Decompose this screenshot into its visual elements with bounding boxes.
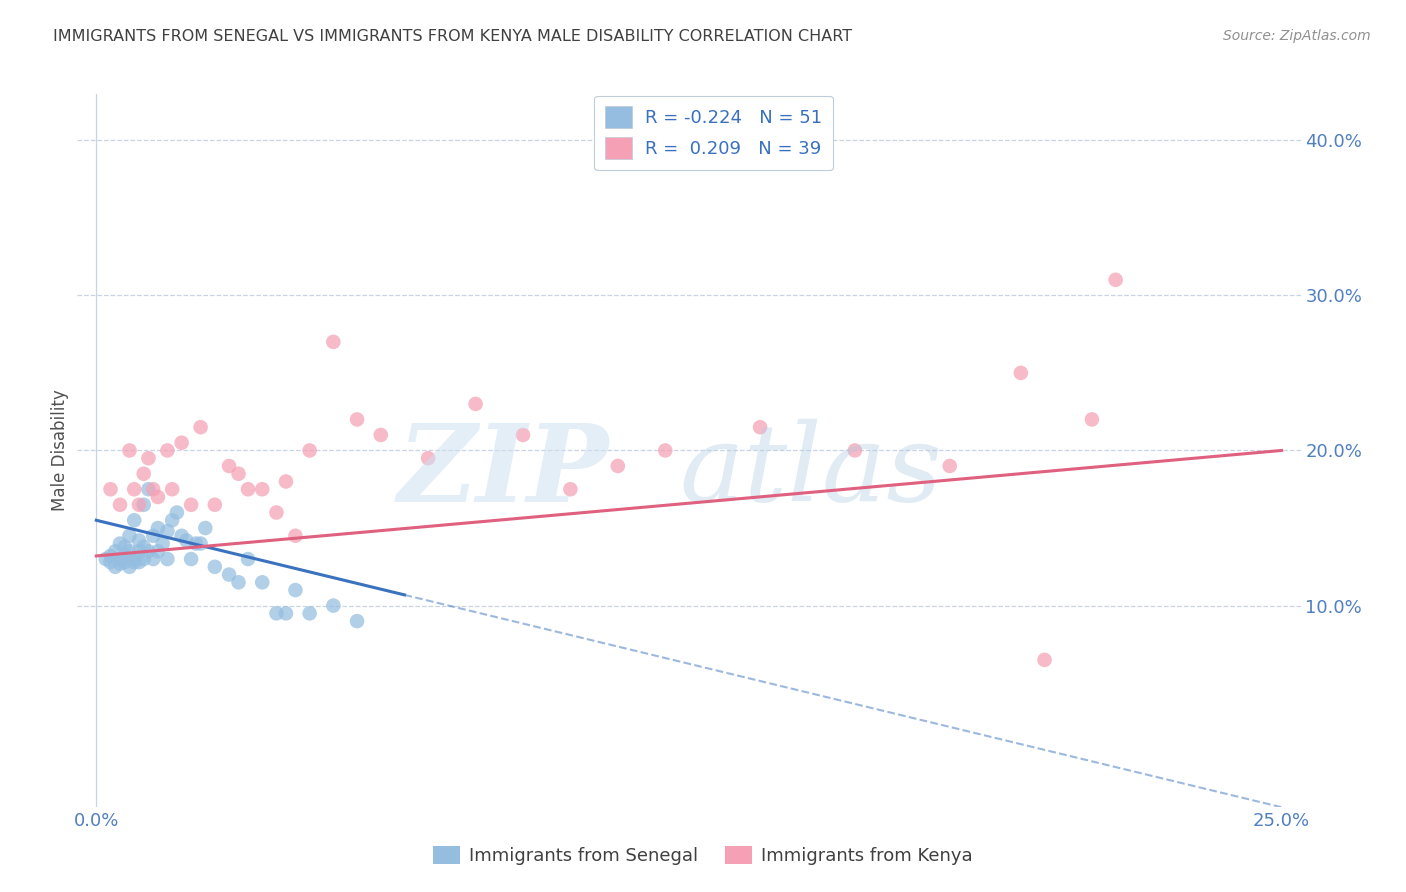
Point <box>938 458 960 473</box>
Point <box>322 334 344 349</box>
Legend: R = -0.224   N = 51, R =  0.209   N = 39: R = -0.224 N = 51, R = 0.209 N = 39 <box>595 95 832 170</box>
Point <box>146 490 169 504</box>
Point <box>284 529 307 543</box>
Point <box>266 506 288 520</box>
Point <box>228 467 250 481</box>
Point <box>118 544 141 558</box>
Point <box>146 544 169 558</box>
Point <box>138 451 160 466</box>
Point <box>108 557 131 571</box>
Text: IMMIGRANTS FROM SENEGAL VS IMMIGRANTS FROM KENYA MALE DISABILITY CORRELATION CHA: IMMIGRANTS FROM SENEGAL VS IMMIGRANTS FR… <box>53 29 852 44</box>
Point <box>132 498 155 512</box>
Point <box>166 506 188 520</box>
Point <box>132 552 155 566</box>
Point <box>114 540 136 554</box>
Point <box>346 614 368 628</box>
Point <box>560 482 582 496</box>
Point <box>218 458 240 473</box>
Legend: Immigrants from Senegal, Immigrants from Kenya: Immigrants from Senegal, Immigrants from… <box>426 839 980 872</box>
Point <box>132 467 155 481</box>
Point <box>108 536 131 550</box>
Point <box>1081 412 1104 426</box>
Point <box>122 555 145 569</box>
Point <box>114 555 136 569</box>
Point <box>370 428 392 442</box>
Point <box>142 552 165 566</box>
Point <box>104 559 127 574</box>
Point <box>142 529 165 543</box>
Point <box>218 567 240 582</box>
Point <box>170 435 193 450</box>
Point <box>322 599 344 613</box>
Point <box>128 533 150 548</box>
Point <box>94 552 117 566</box>
Point <box>118 443 141 458</box>
Text: ZIP: ZIP <box>398 419 609 524</box>
Point <box>184 536 207 550</box>
Point <box>176 533 198 548</box>
Point <box>1033 653 1056 667</box>
Point <box>606 458 628 473</box>
Point <box>160 513 183 527</box>
Point <box>128 498 150 512</box>
Point <box>204 559 226 574</box>
Point <box>236 482 259 496</box>
Point <box>284 583 307 598</box>
Point <box>156 443 179 458</box>
Y-axis label: Male Disability: Male Disability <box>51 390 69 511</box>
Point <box>142 482 165 496</box>
Point <box>252 482 274 496</box>
Point <box>204 498 226 512</box>
Point <box>180 552 202 566</box>
Point <box>156 524 179 538</box>
Point <box>418 451 440 466</box>
Point <box>298 443 321 458</box>
Point <box>180 498 202 512</box>
Point <box>146 521 169 535</box>
Point <box>252 575 274 590</box>
Text: Source: ZipAtlas.com: Source: ZipAtlas.com <box>1223 29 1371 43</box>
Point <box>114 549 136 563</box>
Point <box>128 544 150 558</box>
Point <box>160 482 183 496</box>
Point <box>236 552 259 566</box>
Point <box>228 575 250 590</box>
Point <box>190 420 212 434</box>
Point <box>128 555 150 569</box>
Point <box>749 420 772 434</box>
Point <box>1104 273 1126 287</box>
Point <box>100 555 122 569</box>
Point <box>170 529 193 543</box>
Point <box>118 559 141 574</box>
Point <box>1010 366 1032 380</box>
Point <box>138 544 160 558</box>
Point <box>512 428 534 442</box>
Point <box>190 536 212 550</box>
Point <box>152 536 174 550</box>
Point <box>274 607 297 621</box>
Point <box>108 552 131 566</box>
Point <box>844 443 866 458</box>
Point <box>122 513 145 527</box>
Point <box>266 607 288 621</box>
Point <box>104 544 127 558</box>
Point <box>194 521 217 535</box>
Point <box>346 412 368 426</box>
Point <box>654 443 676 458</box>
Point <box>274 475 297 489</box>
Point <box>156 552 179 566</box>
Point <box>100 549 122 563</box>
Point <box>138 482 160 496</box>
Point <box>108 498 131 512</box>
Point <box>132 540 155 554</box>
Point <box>464 397 486 411</box>
Point <box>122 482 145 496</box>
Point <box>100 482 122 496</box>
Point <box>118 529 141 543</box>
Text: atlas: atlas <box>679 419 943 524</box>
Point <box>298 607 321 621</box>
Point <box>122 552 145 566</box>
